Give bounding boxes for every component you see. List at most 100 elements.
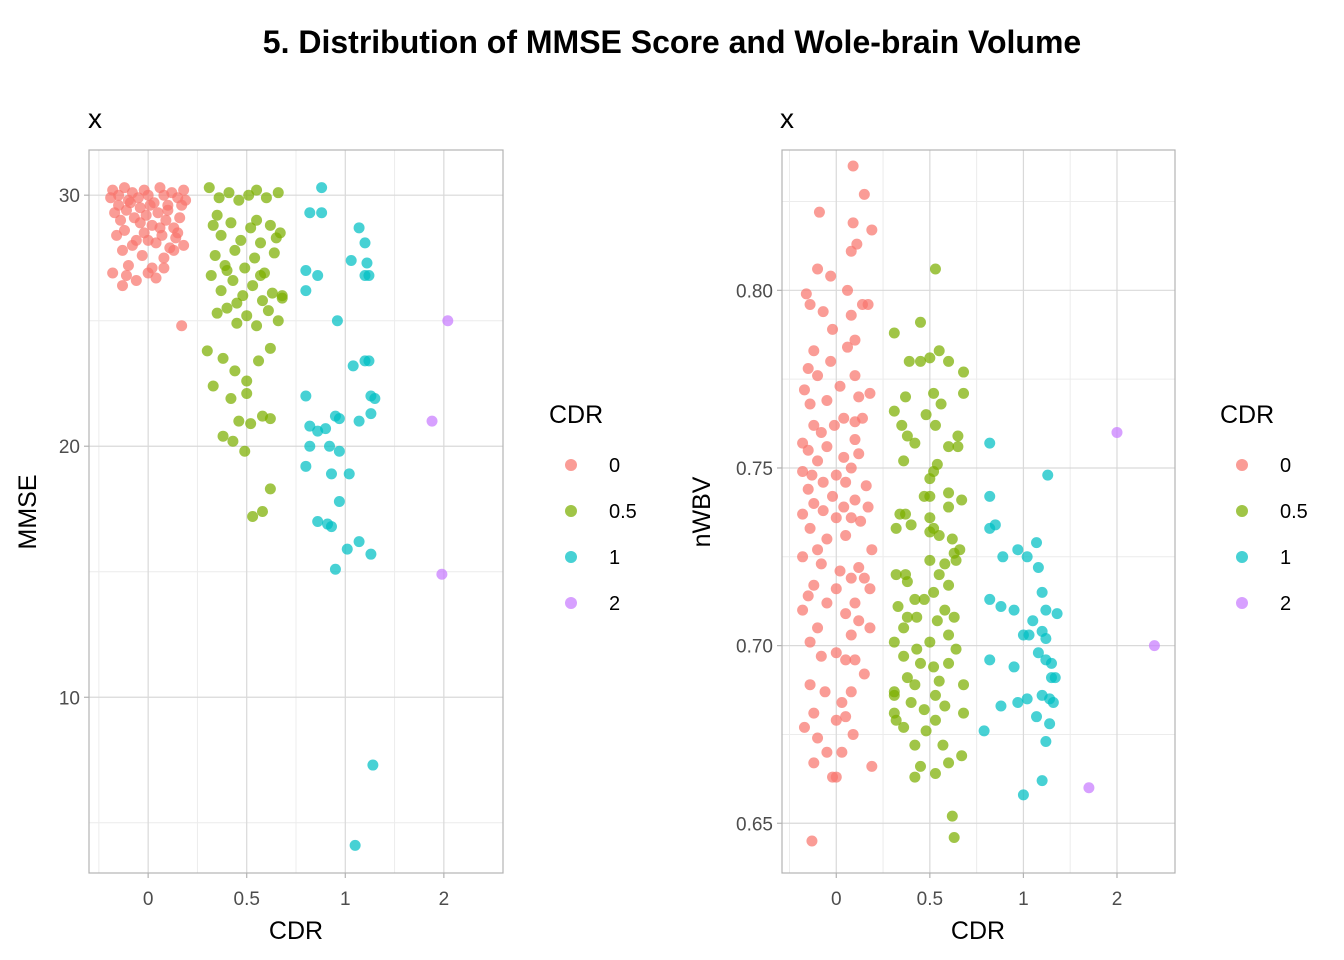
nwbv-point-cdr-0 — [845, 629, 857, 641]
mmse-point-cdr-0-5 — [223, 187, 235, 199]
mmse-points — [105, 182, 454, 851]
nwbv-point-cdr-0 — [856, 412, 868, 424]
nwbv-point-cdr-0-5 — [924, 352, 936, 364]
nwbv-point-cdr-0-5 — [937, 739, 949, 751]
mmse-y-tick-label: 30 — [59, 186, 80, 207]
nwbv-point-cdr-0 — [802, 483, 814, 495]
mmse-point-cdr-0-5 — [251, 214, 263, 226]
nwbv-point-cdr-0-5 — [958, 387, 970, 399]
nwbv-point-cdr-0 — [812, 732, 824, 744]
nwbv-point-cdr-1 — [1044, 718, 1056, 730]
nwbv-point-cdr-0-5 — [939, 558, 951, 570]
mmse-point-cdr-0-5 — [245, 418, 257, 430]
nwbv-point-cdr-0 — [800, 288, 812, 300]
nwbv-point-cdr-0 — [797, 508, 809, 520]
nwbv-point-cdr-0-5 — [914, 657, 926, 669]
nwbv-point-cdr-0 — [808, 419, 820, 431]
nwbv-point-cdr-0-5 — [958, 679, 970, 691]
nwbv-point-cdr-0 — [855, 515, 867, 527]
nwbv-point-cdr-0 — [836, 696, 848, 708]
nwbv-point-cdr-0 — [804, 636, 816, 648]
nwbv-point-cdr-0 — [802, 590, 814, 602]
mmse-point-cdr-0-5 — [211, 209, 223, 221]
nwbv-point-cdr-0-5 — [943, 657, 955, 669]
nwbv-point-cdr-0 — [858, 572, 870, 584]
nwbv-point-cdr-0 — [821, 394, 833, 406]
mmse-point-cdr-0 — [150, 272, 162, 284]
nwbv-point-cdr-0 — [830, 469, 842, 481]
mmse-point-cdr-0 — [136, 249, 148, 261]
mmse-point-cdr-2 — [426, 415, 438, 427]
mmse-point-cdr-0-5 — [255, 270, 267, 282]
nwbv-point-cdr-1 — [1021, 551, 1033, 563]
nwbv-point-cdr-0-5 — [956, 750, 968, 762]
mmse-point-cdr-0 — [113, 199, 125, 211]
nwbv-point-cdr-0-5 — [948, 831, 960, 843]
mmse-point-cdr-1 — [365, 408, 377, 420]
nwbv-x-axis-title: CDR — [951, 917, 1005, 945]
mmse-point-cdr-0-5 — [225, 217, 237, 229]
mmse-point-cdr-0 — [120, 270, 132, 282]
mmse-point-cdr-0 — [118, 182, 130, 194]
mmse-point-cdr-0-5 — [270, 232, 282, 244]
nwbv-point-cdr-0-5 — [911, 611, 923, 623]
mmse-point-cdr-0-5 — [215, 229, 227, 241]
nwbv-point-cdr-0 — [845, 462, 857, 474]
nwbv-point-cdr-1 — [1040, 633, 1052, 645]
nwbv-point-cdr-1 — [1008, 604, 1020, 616]
nwbv-point-cdr-0 — [845, 572, 857, 584]
nwbv-point-cdr-0 — [808, 345, 820, 357]
legend-label-cdr-1: 1 — [609, 547, 620, 569]
mmse-point-cdr-1 — [333, 413, 345, 425]
nwbv-point-cdr-0 — [825, 270, 837, 282]
nwbv-point-cdr-1 — [978, 725, 990, 737]
mmse-point-cdr-0 — [124, 197, 136, 209]
mmse-point-cdr-0-5 — [229, 244, 241, 256]
mmse-x-tick-label: 0 — [143, 889, 154, 910]
nwbv-point-cdr-0-5 — [903, 355, 915, 367]
nwbv-point-cdr-1 — [1027, 615, 1039, 627]
mmse-point-cdr-1 — [325, 468, 337, 480]
nwbv-point-cdr-0-5 — [956, 494, 968, 506]
mmse-point-cdr-0 — [142, 234, 154, 246]
nwbv-point-cdr-0-5 — [933, 529, 945, 541]
mmse-point-cdr-0-5 — [272, 315, 284, 327]
nwbv-point-cdr-0 — [821, 597, 833, 609]
nwbv-point-cdr-0 — [812, 544, 824, 556]
nwbv-point-cdr-1 — [1040, 604, 1052, 616]
nwbv-point-cdr-0-5 — [909, 593, 921, 605]
mmse-point-cdr-0-5 — [209, 249, 221, 261]
nwbv-point-cdr-1 — [984, 593, 996, 605]
nwbv-point-cdr-0-5 — [911, 643, 923, 655]
mmse-gridlines — [89, 150, 503, 873]
mmse-point-cdr-0-5 — [255, 237, 267, 249]
mmse-point-cdr-0 — [130, 275, 142, 287]
nwbv-point-cdr-0 — [817, 505, 829, 517]
nwbv-point-cdr-0-5 — [952, 441, 964, 453]
nwbv-point-cdr-0-5 — [909, 437, 921, 449]
nwbv-point-cdr-0-5 — [901, 611, 913, 623]
nwbv-point-cdr-0 — [808, 579, 820, 591]
nwbv-point-cdr-0-5 — [920, 409, 932, 421]
mmse-point-cdr-0-5 — [266, 287, 278, 299]
mmse-point-cdr-0 — [140, 209, 152, 221]
nwbv-point-cdr-0 — [858, 668, 870, 680]
nwbv-point-cdr-0-5 — [888, 689, 900, 701]
nwbv-point-cdr-0 — [828, 419, 840, 431]
nwbv-point-cdr-0-5 — [929, 263, 941, 275]
nwbv-point-cdr-0-5 — [943, 487, 955, 499]
mmse-point-cdr-0-5 — [256, 295, 268, 307]
mmse-point-cdr-0-5 — [237, 290, 249, 302]
nwbv-point-cdr-0 — [817, 476, 829, 488]
nwbv-legend: CDR 0 0.5 1 2 — [1220, 401, 1308, 615]
mmse-point-cdr-0 — [158, 252, 170, 264]
nwbv-point-cdr-1 — [995, 601, 1007, 613]
mmse-x-tick-label: 1 — [340, 889, 351, 910]
nwbv-point-cdr-1 — [984, 522, 996, 534]
nwbv-panel-border — [781, 149, 1176, 874]
nwbv-point-cdr-0 — [838, 412, 850, 424]
mmse-point-cdr-0-5 — [207, 380, 219, 392]
nwbv-point-cdr-0 — [840, 711, 852, 723]
nwbv-point-cdr-0-5 — [924, 473, 936, 485]
